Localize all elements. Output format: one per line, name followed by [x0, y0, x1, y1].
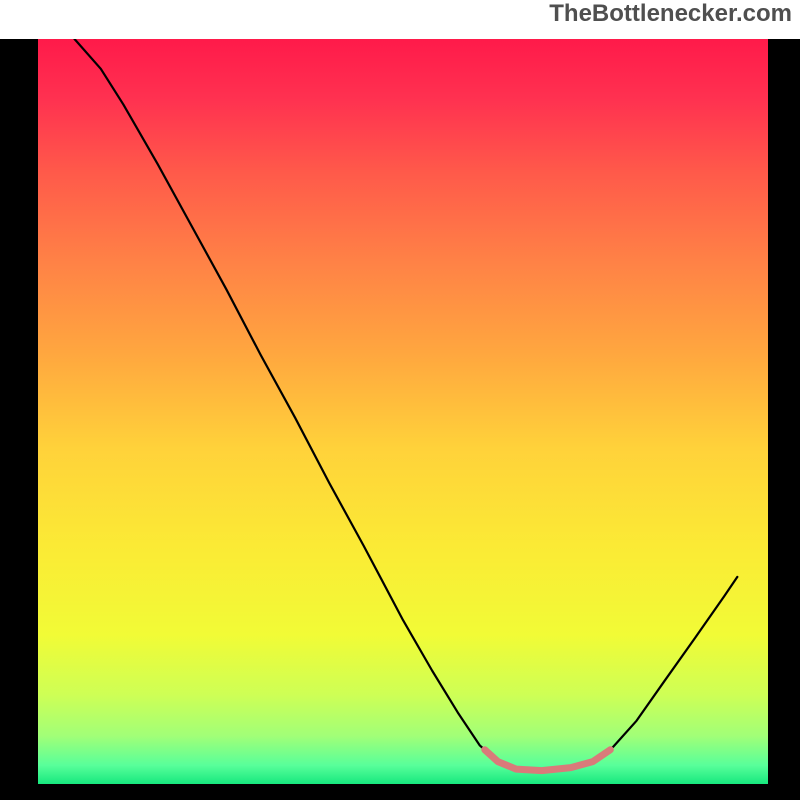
gradient-curve-chart	[0, 39, 800, 800]
plot-area	[0, 39, 800, 800]
attribution-text: TheBottlenecker.com	[549, 0, 792, 28]
